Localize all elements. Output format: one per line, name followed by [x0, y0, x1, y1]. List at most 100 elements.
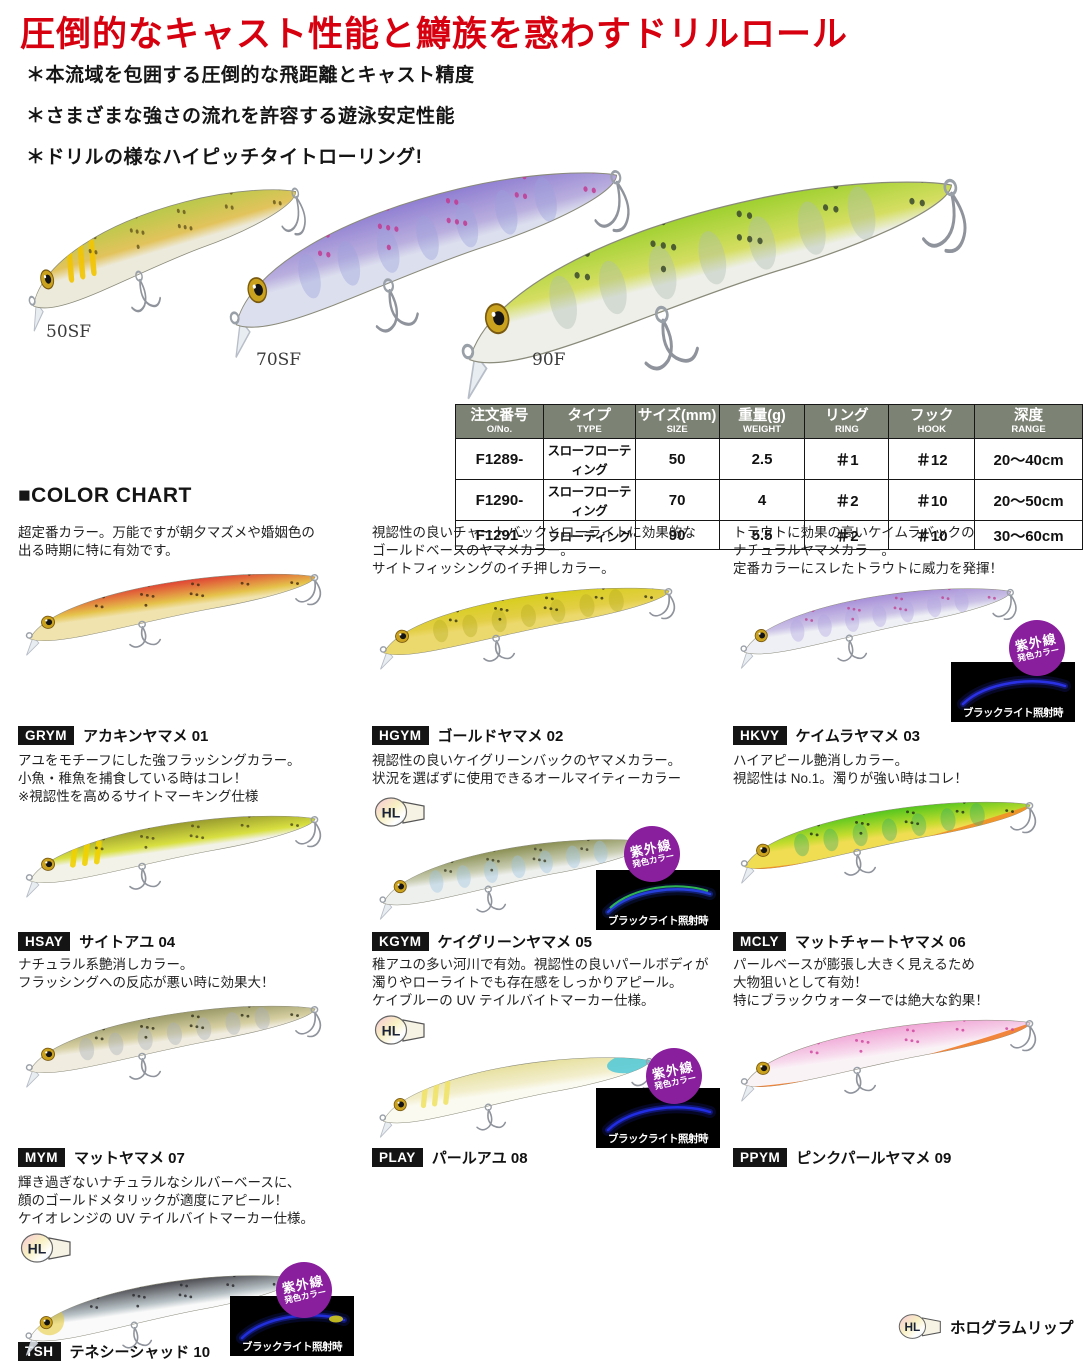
- color-code-badge: PLAY: [372, 1147, 423, 1167]
- feature-item: ＊本流域を包囲する圧倒的な飛距離とキャスト精度: [26, 65, 475, 86]
- color-chart-cell-tsh: 輝き過ぎないナチュラルなシルバーベースに、 顔のゴールドメタリックが適度にアピー…: [18, 1174, 363, 1362]
- feature-list: ＊本流域を包囲する圧倒的な飛距離とキャスト精度 ＊さまざまな強さの流れを許容する…: [26, 60, 475, 183]
- feature-item: ＊さまざまな強さの流れを許容する遊泳安定性能: [26, 106, 456, 127]
- color-description: 視認性の良いチャートバックとローライトに効果的な ゴールドベースのヤマメカラー。…: [372, 525, 696, 577]
- lure-zone: [18, 996, 358, 1144]
- color-chart-cell-ppym: パールベースが膨張し大きく見えるため 大物狙いとして有効！ 特にブラックウォータ…: [733, 956, 1083, 1168]
- spec-column-header: タイプ TYPE: [542, 403, 636, 440]
- color-chart-grid: 超定番カラー。万能ですが朝夕マズメや婚姻色の 出る時期に特に有効です。 GRYM…: [18, 524, 1083, 1366]
- blacklight-caption: ブラックライト照射時: [608, 1133, 709, 1145]
- color-code-badge: KGYM: [372, 931, 429, 951]
- color-name: ケイグリーンヤマメ 05: [437, 933, 593, 951]
- blacklight-preview: ブラックライト照射時: [951, 662, 1075, 722]
- color-chart-cell-hkvy: トラウトに効果の高いケイムラバックの ナチュラルヤマメカラー。 定番カラーにスレ…: [733, 524, 1083, 746]
- hl-badge-icon: HL: [20, 1231, 72, 1265]
- hl-badge-icon: HL: [898, 1312, 942, 1341]
- lure-zone: [733, 578, 1083, 722]
- spec-cell: 20～50cm: [974, 479, 1083, 522]
- spec-cell: スローフローティング: [542, 438, 636, 481]
- spec-cell: スローフローティング: [542, 479, 636, 522]
- spec-cell: 70: [634, 479, 720, 522]
- spec-column-header: 深度 RANGE: [974, 403, 1083, 440]
- color-label-row: HKVY ケイムラヤマメ 03: [733, 724, 1083, 746]
- color-name: ピンクパールヤマメ 09: [796, 1149, 952, 1167]
- color-code-badge: MCLY: [733, 931, 787, 951]
- spec-table-row: F1291- フローティング 90 5.5 ＃2 ＃10 30～60cm: [455, 520, 1083, 551]
- color-label-row: PLAY パールアユ 08: [372, 1146, 722, 1168]
- lure-image-70sf: [204, 135, 658, 382]
- color-chart-cell-grym: 超定番カラー。万能ですが朝夕マズメや婚姻色の 出る時期に特に有効です。 GRYM…: [18, 524, 358, 746]
- spec-table-row: F1290- スローフローティング 70 4 ＃2 ＃10 20～50cm: [455, 479, 1083, 522]
- spec-cell: 2.5: [718, 438, 806, 481]
- lure-image-hkvy: [732, 572, 1028, 681]
- spec-column-header: 注文番号 O/No.: [455, 403, 544, 440]
- color-code-badge: HKVY: [733, 725, 787, 745]
- color-name: ゴールドヤマメ 02: [437, 727, 564, 745]
- lure-image-hsay: [17, 799, 333, 910]
- svg-text:HL: HL: [28, 1241, 47, 1257]
- lure-image-ppym: [732, 1003, 1048, 1114]
- color-name: パールアユ 08: [431, 1149, 528, 1167]
- lure-zone: [18, 1265, 363, 1356]
- lure-image-kgym: [371, 823, 667, 932]
- spec-column-header: サイズ(mm) SIZE: [634, 403, 720, 440]
- lure-image-grym: [17, 557, 333, 668]
- lure-image-90f: [433, 137, 1000, 428]
- spec-cell: 30～60cm: [974, 520, 1083, 551]
- lure-zone: [372, 578, 722, 722]
- spec-cell: 50: [634, 438, 720, 481]
- lure-image-mcly: [732, 785, 1048, 896]
- size-label-90f: 90F: [532, 350, 566, 370]
- lure-zone: [733, 792, 1083, 928]
- color-description: 稚アユの多い河川で有効。視認性の良いパールボディが 濁りやローライトでも存在感を…: [372, 957, 709, 1009]
- color-description: トラウトに効果の高いケイムラバックの ナチュラルヤマメカラー。 定番カラーにスレ…: [733, 525, 1003, 577]
- lure-zone: [372, 1047, 722, 1144]
- color-chart-cell-kgym: 視認性の良いケイグリーンバックのヤマメカラー。 状況を選ばずに使用できるオールマ…: [372, 752, 722, 952]
- color-code-badge: HGYM: [372, 725, 429, 745]
- spec-column-header: 重量(g) WEIGHT: [718, 403, 806, 440]
- color-chart-cell-play: 稚アユの多い河川で有効。視認性の良いパールボディが 濁りやローライトでも存在感を…: [372, 956, 722, 1168]
- feature-item: ＊ドリルの様なハイピッチタイトローリング!: [26, 147, 423, 168]
- spec-table-header-row: 注文番号 O/No. タイプ TYPE サイズ(mm) SIZE 重量(g) WEIGHT リン…: [455, 403, 1083, 440]
- spec-cell: ＃12: [888, 438, 976, 481]
- spec-column-header: リング RING: [804, 403, 890, 440]
- color-name: テネシーシャッド 10: [69, 1343, 211, 1361]
- blacklight-caption: ブラックライト照射時: [242, 1341, 343, 1353]
- spec-cell: F1290-: [455, 479, 544, 522]
- color-label-row: KGYM ケイグリーンヤマメ 05: [372, 930, 722, 952]
- blacklight-caption: ブラックライト照射時: [608, 915, 709, 927]
- lure-image-50sf: [8, 160, 328, 350]
- color-code-badge: PPYM: [733, 1147, 788, 1167]
- color-name: サイトアユ 04: [79, 933, 176, 951]
- color-chart-cell-hgym: 視認性の良いチャートバックとローライトに効果的な ゴールドベースのヤマメカラー。…: [372, 524, 722, 746]
- color-description: アユをモチーフにした強フラッシングカラー。 小魚・稚魚を捕食している時はコレ！ …: [18, 753, 301, 805]
- color-name: マットヤマメ 07: [74, 1149, 185, 1167]
- lure-zone: [733, 1010, 1083, 1144]
- lure-image-play: [371, 1041, 667, 1150]
- spec-column-header: フック HOOK: [888, 403, 976, 440]
- hl-legend: HL ホログラムリップ: [898, 1312, 1074, 1341]
- lure-zone: [18, 806, 358, 928]
- color-description: 視認性の良いケイグリーンバックのヤマメカラー。 状況を選ばずに使用できるオールマ…: [372, 753, 682, 787]
- spec-cell: F1291-: [455, 520, 544, 551]
- spec-table-row: F1289- スローフローティング 50 2.5 ＃1 ＃12 20～40cm: [455, 438, 1083, 481]
- color-label-row: HGYM ゴールドヤマメ 02: [372, 724, 722, 746]
- color-code-badge: MYM: [18, 1147, 65, 1167]
- color-name: ケイムラヤマメ 03: [795, 727, 921, 745]
- svg-text:HL: HL: [904, 1320, 920, 1334]
- lure-image-mym: [17, 989, 333, 1100]
- color-description: ハイアピール艶消しカラー。 視認性は No.1。濁りが強い時はコレ！: [733, 753, 968, 787]
- spec-cell: 90: [634, 520, 720, 551]
- color-code-badge: GRYM: [18, 725, 74, 745]
- hl-legend-text: ホログラムリップ: [950, 1319, 1074, 1337]
- color-label-row: PPYM ピンクパールヤマメ 09: [733, 1146, 1083, 1168]
- spec-cell: ＃1: [804, 438, 890, 481]
- color-chart-heading: ■COLOR CHART: [18, 484, 192, 507]
- spec-cell: ＃10: [888, 479, 976, 522]
- color-label-row: HSAY サイトアユ 04: [18, 930, 358, 952]
- size-label-70sf: 70SF: [256, 350, 302, 370]
- color-name: アカキンヤマメ 01: [83, 727, 209, 745]
- lure-zone: [18, 564, 358, 722]
- spec-cell: ＃2: [804, 479, 890, 522]
- spec-cell: 5.5: [718, 520, 806, 551]
